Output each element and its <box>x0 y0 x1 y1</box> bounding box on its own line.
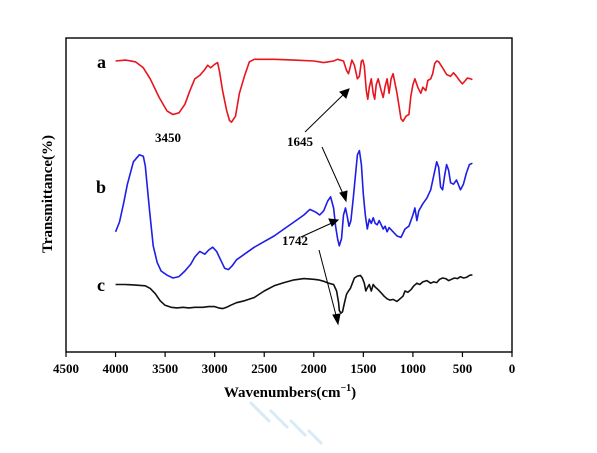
arrow-1645-up <box>304 91 347 133</box>
x-tick-label-2500: 2500 <box>251 361 277 376</box>
x-axis-label-main: Wavenumbers(cm <box>224 385 341 401</box>
series-label-c: c <box>97 275 105 295</box>
series-line-c <box>115 274 473 314</box>
annotation-1645: 1645 <box>287 134 314 149</box>
x-axis-label-close: ) <box>351 385 356 401</box>
x-axis-ticks: 4500 4000 3500 3000 2500 2000 1500 1000 500 0 <box>53 352 515 376</box>
x-axis-label: Wavenumbers(cm−1) <box>224 383 356 401</box>
series-label-a: a <box>97 52 106 72</box>
x-tick-label-1500: 1500 <box>350 361 376 376</box>
arrow-1742-down-head <box>332 313 341 326</box>
x-tick-label-3500: 3500 <box>152 361 178 376</box>
x-tick-label-500: 500 <box>453 361 473 376</box>
x-tick-label-1000: 1000 <box>400 361 426 376</box>
series-line-b <box>114 149 473 279</box>
x-tick-label-4500: 4500 <box>53 361 79 376</box>
arrow-1742-up-head <box>328 218 340 227</box>
arrow-1645-up-head <box>339 88 350 99</box>
arrow-1645-down <box>321 146 345 197</box>
annotation-3450: 3450 <box>155 130 181 145</box>
arrow-1645-down-head <box>339 190 348 203</box>
arrow-1742-up <box>300 221 335 238</box>
arrow-1742-down <box>318 249 338 320</box>
x-tick-label-2000: 2000 <box>301 361 327 376</box>
series-label-b: b <box>96 177 106 197</box>
series-line-a <box>115 58 473 123</box>
y-axis-label: Transmittance(%) <box>40 135 56 253</box>
x-tick-label-0: 0 <box>509 361 516 376</box>
x-axis-label-sup: −1 <box>340 383 351 394</box>
series-layer <box>114 58 473 314</box>
plot-frame <box>65 37 513 353</box>
annotation-arrows <box>300 88 350 326</box>
x-tick-label-3000: 3000 <box>202 361 228 376</box>
watermark-logo <box>248 400 324 446</box>
x-tick-label-4000: 4000 <box>103 361 129 376</box>
